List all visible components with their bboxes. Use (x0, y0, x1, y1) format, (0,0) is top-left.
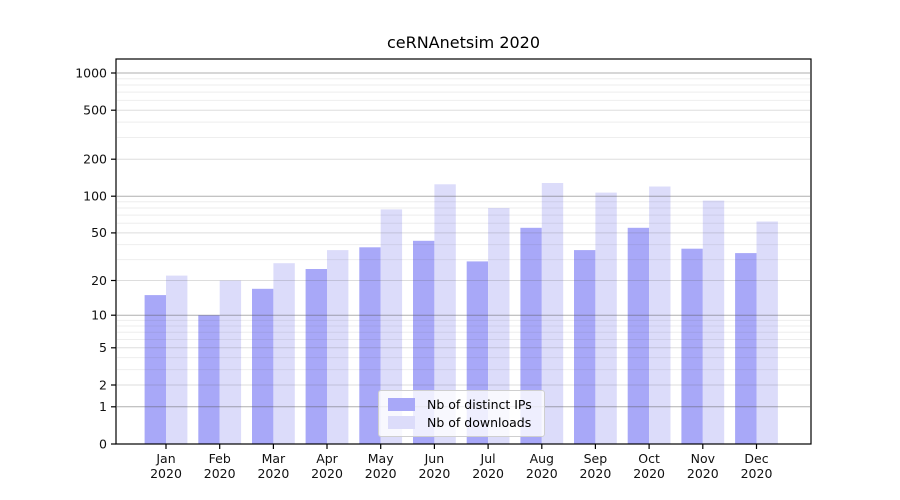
legend-label-distinct-ips: Nb of distinct IPs (427, 396, 532, 412)
y-tick-label: 50 (91, 225, 107, 240)
x-tick-label: 2020 (150, 466, 182, 481)
y-tick-label: 20 (91, 273, 107, 288)
chart-title: ceRNAnetsim 2020 (386, 33, 541, 52)
x-tick-label: 2020 (204, 466, 236, 481)
y-tick-label: 200 (83, 152, 107, 167)
bar-nb-of-downloads-oct-2020 (649, 186, 671, 444)
x-tick-label: Mar (262, 451, 286, 466)
grid-layer (117, 72, 810, 408)
bar-nb-of-downloads-jan-2020 (166, 275, 188, 444)
bar-nb-of-downloads-nov-2020 (702, 200, 725, 444)
x-tick-label: 2020 (257, 466, 289, 481)
x-tick-label: Jul (480, 451, 496, 466)
x-tick-label: Nov (691, 451, 716, 466)
x-tick-label: Oct (638, 451, 660, 466)
x-tick-label: 2020 (687, 466, 719, 481)
x-tick-label: Sep (584, 451, 608, 466)
bar-nb-of-distinct-ips-oct-2020 (627, 227, 650, 444)
bar-nb-of-distinct-ips-sep-2020 (574, 250, 596, 444)
axis-layer: 01251020501002005001000Jan2020Feb2020Mar… (75, 58, 812, 481)
x-tick-label: May (368, 451, 394, 466)
bar-nb-of-distinct-ips-jan-2020 (144, 295, 166, 444)
bar-nb-of-downloads-jul-2020 (488, 208, 510, 444)
x-tick-label: 2020 (365, 466, 397, 481)
bar-nb-of-distinct-ips-mar-2020 (252, 288, 274, 444)
bar-nb-of-downloads-jun-2020 (434, 184, 456, 445)
x-tick-label: 2020 (579, 466, 611, 481)
y-tick-label: 1 (99, 399, 107, 414)
bar-nb-of-downloads-dec-2020 (756, 221, 778, 444)
bar-nb-of-downloads-apr-2020 (327, 250, 349, 444)
legend-label-downloads: Nb of downloads (427, 415, 532, 431)
x-tick-label: 2020 (741, 466, 773, 481)
x-tick-label: Dec (744, 451, 768, 466)
bar-nb-of-downloads-mar-2020 (273, 263, 295, 444)
bar-nb-of-downloads-aug-2020 (541, 183, 564, 444)
bar-nb-of-distinct-ips-dec-2020 (735, 253, 757, 444)
y-tick-label: 1000 (75, 65, 107, 80)
bar-nb-of-downloads-feb-2020 (219, 280, 242, 444)
x-tick-label: 2020 (311, 466, 343, 481)
x-tick-label: 2020 (418, 466, 450, 481)
bar-nb-of-downloads-sep-2020 (595, 192, 617, 444)
bar-nb-of-distinct-ips-apr-2020 (305, 269, 327, 444)
plot-border (115, 58, 812, 445)
bar-nb-of-distinct-ips-nov-2020 (681, 248, 703, 444)
legend-swatch-distinct-ips (388, 397, 415, 411)
y-tick-label: 10 (91, 308, 107, 323)
legend: Nb of distinct IPs Nb of downloads (378, 390, 545, 437)
bar-nb-of-distinct-ips-feb-2020 (198, 315, 220, 444)
y-tick-label: 0 (99, 436, 107, 451)
bar-nb-of-distinct-ips-may-2020 (359, 247, 381, 444)
bar-nb-of-distinct-ips-aug-2020 (520, 227, 542, 444)
x-tick-label: Jan (155, 451, 175, 466)
y-tick-label: 2 (99, 377, 107, 392)
bar-nb-of-downloads-may-2020 (380, 209, 403, 444)
legend-swatch-downloads (388, 416, 415, 430)
x-tick-label: Jun (424, 451, 445, 466)
x-tick-label: Aug (530, 451, 554, 466)
x-tick-label: 2020 (526, 466, 558, 481)
x-tick-label: 2020 (633, 466, 665, 481)
x-tick-label: Feb (209, 451, 231, 466)
y-tick-label: 5 (99, 340, 107, 355)
x-tick-label: 2020 (472, 466, 504, 481)
y-tick-label: 500 (83, 103, 107, 118)
legend-item-distinct-ips: Nb of distinct IPs (388, 397, 535, 412)
y-tick-label: 100 (83, 189, 107, 204)
x-tick-label: Apr (316, 451, 338, 466)
legend-item-downloads: Nb of downloads (388, 415, 535, 430)
